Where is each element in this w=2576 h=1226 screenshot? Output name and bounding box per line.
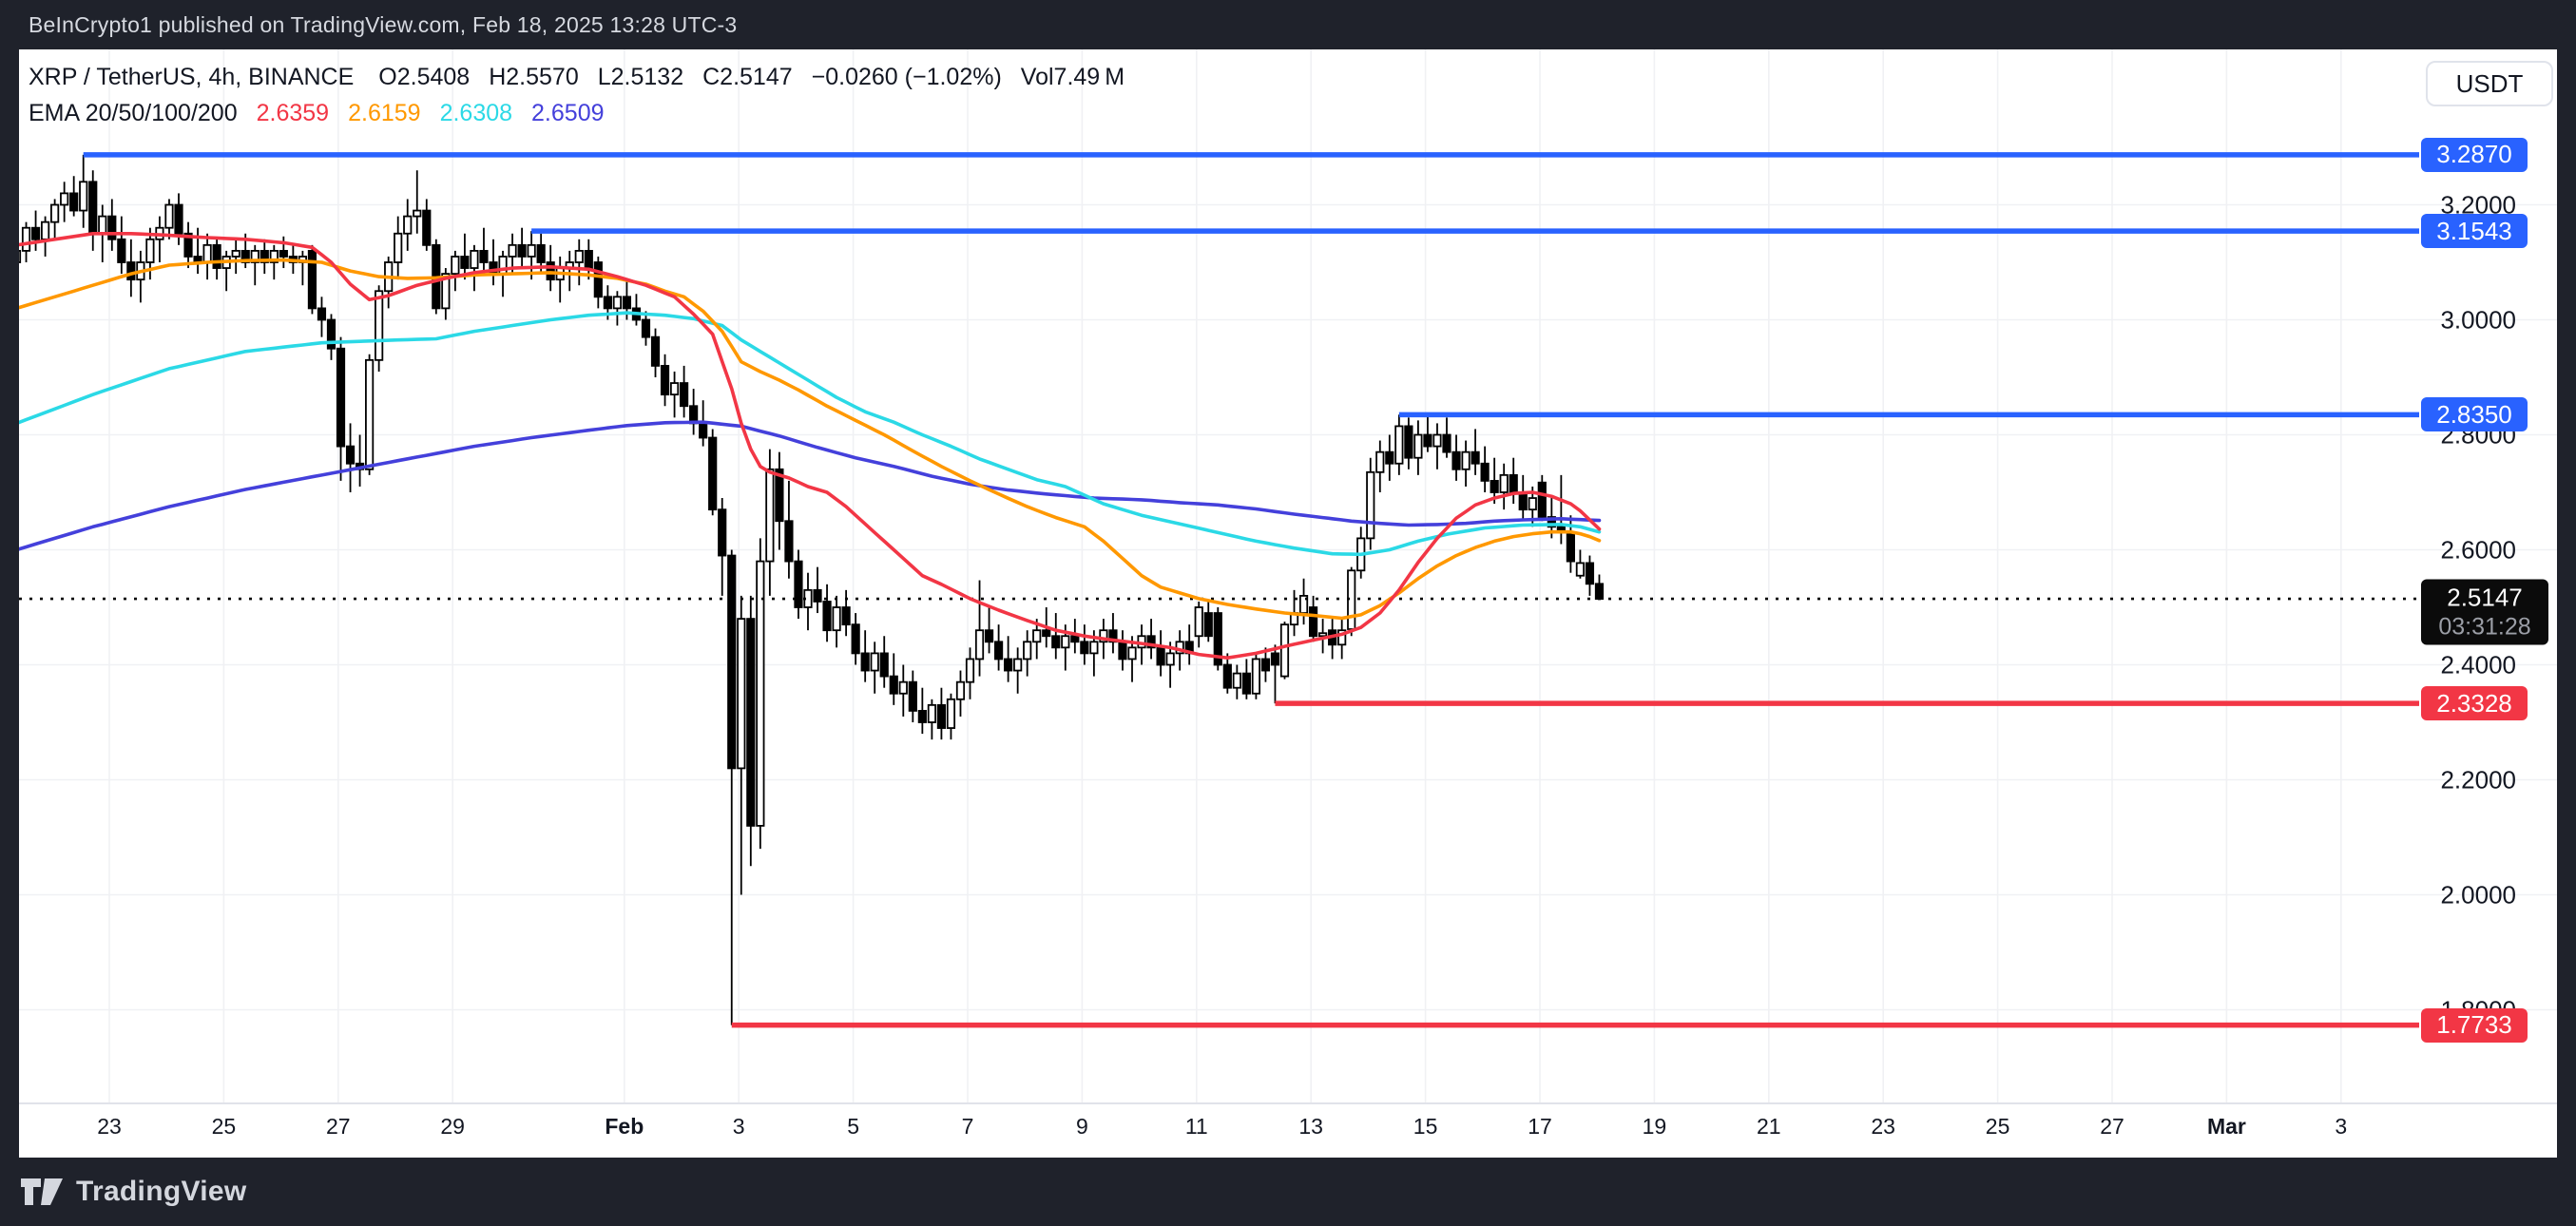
footer-bar: TradingView [0, 1158, 2576, 1226]
current-price-label: 2.5147 03:31:28 [2421, 579, 2548, 645]
ema200-value: 2.6509 [531, 100, 605, 126]
symbol-row: XRP / TetherUS, 4h, BINANCE O2.5408 H2.557… [29, 59, 1144, 95]
time-tick-label: 9 [1075, 1114, 1088, 1139]
volume-value: Vol7.49 M [1020, 64, 1125, 90]
time-tick-label: 27 [326, 1114, 351, 1139]
time-tick-label: 3 [732, 1114, 745, 1139]
price-tick-label: 2.6000 [2440, 535, 2516, 564]
level-price-label: 1.7733 [2421, 1007, 2528, 1043]
time-tick-label: 5 [847, 1114, 859, 1139]
price-tick-label: 2.0000 [2440, 880, 2516, 909]
publish-bar: BeInCrypto1 published on TradingView.com… [0, 0, 2576, 49]
ohlc-open: O2.5408 [378, 64, 471, 90]
time-axis-separator [19, 1102, 2557, 1104]
publish-text: BeInCrypto1 published on TradingView.com… [29, 11, 738, 37]
time-tick-label: 25 [211, 1114, 237, 1139]
time-tick-label: 3 [2335, 1114, 2348, 1139]
ohlc-low: L2.5132 [597, 64, 684, 90]
price-tick-label: 3.0000 [2440, 305, 2516, 334]
ema-row: EMA 20/50/100/200 2.6359 2.6159 2.6308 2.650… [29, 95, 1144, 131]
ohlc-high: H2.5570 [489, 64, 579, 90]
level-price-label: 3.1543 [2421, 214, 2528, 249]
ema100-value: 2.6308 [439, 100, 513, 126]
chart-legend: XRP / TetherUS, 4h, BINANCE O2.5408 H2.557… [29, 59, 1144, 131]
ema20-line [14, 232, 1602, 660]
price-tick-label: 3.2000 [2440, 190, 2516, 219]
level-price-label: 3.2870 [2421, 137, 2528, 172]
time-tick-label: 27 [2100, 1114, 2124, 1139]
ema20-value: 2.6359 [256, 100, 330, 126]
time-tick-label: 21 [1757, 1114, 1781, 1139]
time-tick-label: 13 [1298, 1114, 1323, 1139]
time-tick-label: 23 [1871, 1114, 1895, 1139]
level-price-label: 2.3328 [2421, 686, 2528, 721]
time-tick-label: 25 [1985, 1114, 2010, 1139]
time-tick-label: 11 [1184, 1114, 1208, 1139]
right-frame-strip [2557, 49, 2576, 1158]
tradingview-logo-text: TradingView [76, 1176, 247, 1207]
bar-countdown: 03:31:28 [2438, 613, 2531, 641]
time-tick-label: 19 [1642, 1114, 1667, 1139]
time-tick-label: 7 [961, 1114, 974, 1139]
currency-toggle-button[interactable]: USDT [2426, 61, 2553, 106]
ema50-value: 2.6159 [348, 100, 421, 126]
time-tick-label: Mar [2206, 1114, 2246, 1139]
current-price-value: 2.5147 [2447, 583, 2523, 612]
ema50-line [14, 258, 1602, 621]
ohlc-close: C2.5147 [702, 64, 793, 90]
time-tick-label: 29 [440, 1114, 465, 1139]
time-tick-label: 15 [1413, 1114, 1438, 1139]
time-tick-label: 17 [1528, 1114, 1552, 1139]
symbol-title[interactable]: XRP / TetherUS, 4h, BINANCE [29, 64, 355, 90]
price-tick-label: 2.2000 [2440, 765, 2516, 794]
tradingview-logo-icon [21, 1178, 63, 1205]
price-tick-label: 2.4000 [2440, 650, 2516, 679]
tradingview-logo[interactable]: TradingView [21, 1176, 246, 1208]
time-tick-label: 23 [97, 1114, 122, 1139]
time-tick-label: Feb [605, 1114, 644, 1139]
level-price-label: 2.8350 [2421, 397, 2528, 432]
ema100-line [14, 311, 1602, 557]
ema-label[interactable]: EMA 20/50/100/200 [29, 100, 238, 126]
price-change: −0.0260 (−1.02%) [811, 64, 1002, 90]
left-frame-strip [0, 49, 19, 1158]
ema200-line [14, 420, 1602, 552]
